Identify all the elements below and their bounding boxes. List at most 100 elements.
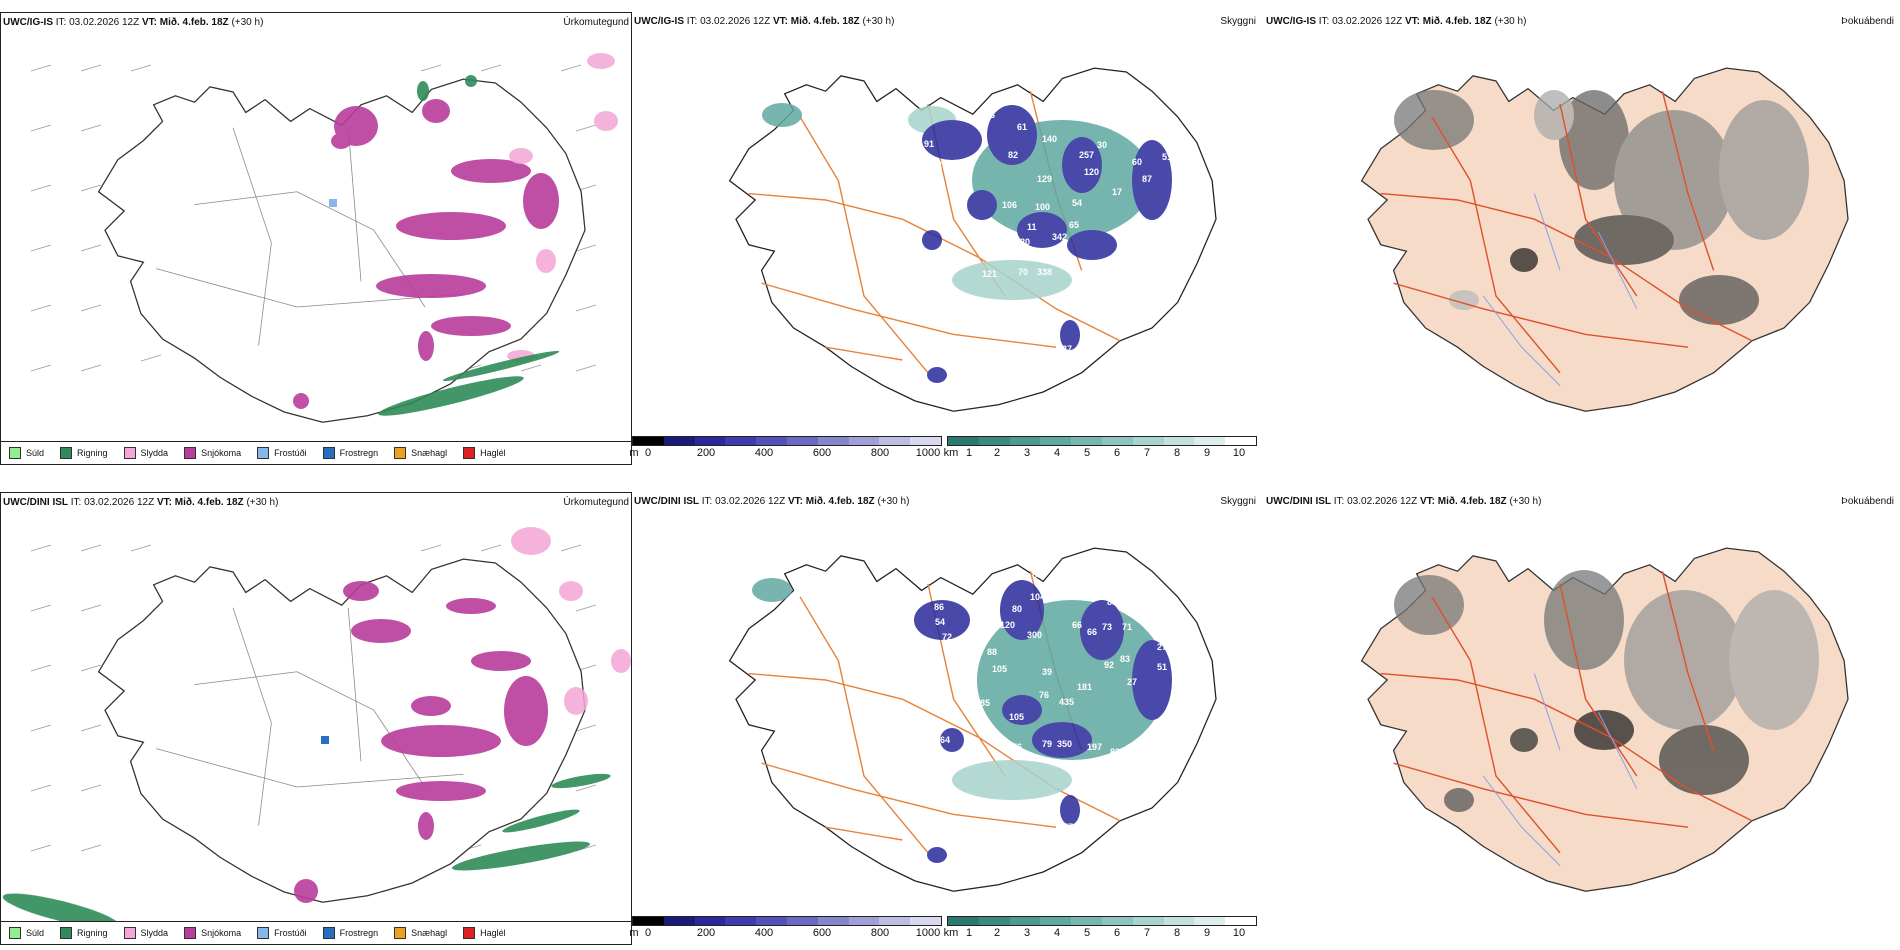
vis-label: 62 (932, 160, 942, 170)
height-colorbar: m 0 200 400 600 800 1000 (629, 436, 942, 460)
precip-map (30, 53, 618, 423)
vis-label: 103 (980, 110, 995, 120)
vis-label: 37 (1062, 344, 1072, 354)
vis-label: 80 (1012, 604, 1022, 614)
visibility-reduced-areas (752, 578, 1172, 863)
sleet-areas (511, 527, 631, 715)
vis-label: 342 (1052, 232, 1067, 242)
vis-label: 150 (1087, 304, 1102, 314)
visibility-panel-bottom: UWC/DINI ISL IT: 03.02.2026 12Z VT: Mið.… (629, 492, 1323, 945)
height-colorbar: m 0 200 400 600 800 1000 (629, 916, 942, 940)
vis-label: 64 (940, 735, 950, 745)
legend-item: Frostúði (257, 447, 307, 459)
vis-label: 105 (992, 664, 1007, 674)
visibility-map: 103 61 140 96 91 62 230 82 257 30 60 120… (728, 67, 1217, 412)
snow-areas (294, 581, 548, 903)
vis-label: 51 (1157, 662, 1167, 672)
vis-label: 145 (1172, 192, 1187, 202)
vis-label: 285 (975, 698, 990, 708)
vis-label: 230 (950, 162, 965, 172)
vis-label: 103 (935, 249, 950, 259)
vis-label: 88 (987, 647, 997, 657)
vis-label: 70 (1018, 267, 1028, 277)
vis-label: 86 (934, 602, 944, 612)
vis-label: 120 (1084, 167, 1099, 177)
vis-label: 27 (1157, 642, 1167, 652)
precip-map (2, 527, 631, 921)
vis-label: 79 (1042, 739, 1052, 749)
visibility-value-labels: 68 122 83 104 86 54 66 80 120 72 300 66 … (930, 570, 1167, 884)
visibility-value-labels: 103 61 140 96 91 62 230 82 257 30 60 120… (924, 102, 1190, 404)
vis-label: 120 (1000, 620, 1015, 630)
vis-label: 350 (1057, 739, 1072, 749)
fog-shading (1394, 90, 1809, 325)
vis-label: 60 (1132, 157, 1142, 167)
visibility-map: 68 122 83 104 86 54 66 80 120 72 300 66 … (728, 547, 1217, 892)
rain-areas (2, 773, 611, 921)
legend-item: Súld (9, 447, 44, 459)
panel-type-label: Skyggni (1220, 16, 1256, 27)
legend-item: Frostúði (257, 927, 307, 939)
vis-label: 54 (930, 394, 940, 404)
vis-label: 91 (924, 139, 934, 149)
vis-label: 27 (1127, 677, 1137, 687)
legend-item: Frostregn (322, 447, 378, 459)
vis-label: 122 (1082, 270, 1097, 280)
vis-label: 86 (1152, 252, 1162, 262)
precip-legend: Súld Rigning Slydda Snjókoma Frostúði Fr… (1, 441, 631, 464)
visibility-reduced-areas (762, 103, 1172, 383)
legend-item: Snjókoma (184, 447, 241, 459)
visibility-colorbar: km 1 2 3 4 5 6 7 8 9 10 (944, 436, 1257, 460)
vis-label: 338 (1037, 267, 1052, 277)
vis-label: 66 (1072, 620, 1082, 630)
legend-item: Súld (9, 927, 44, 939)
vis-label: 18 (1077, 767, 1087, 777)
vis-label: 83 (1120, 654, 1130, 664)
vis-label: 57 (1063, 822, 1073, 832)
fog-map (1360, 67, 1849, 412)
panel-type-label: Skyggni (1220, 496, 1256, 507)
vis-label: 66 (1087, 627, 1097, 637)
visibility-colorbar: km 1 2 3 4 5 6 7 8 9 10 (944, 916, 1257, 940)
panel-header: UWC/IG-IS IT: 03.02.2026 12Z VT: Mið. 4.… (1266, 16, 1527, 27)
legend-item: Haglél (463, 927, 506, 939)
precip-panel-top: UWC/IG-IS IT: 03.02.2026 12Z VT: Mið. 4.… (0, 12, 632, 465)
vis-label: 72 (942, 632, 952, 642)
legend-item: Rigning (60, 927, 108, 939)
panel-type-label: Þokuábendi (1841, 496, 1894, 507)
vis-label: 26 (978, 232, 988, 242)
rain-areas (378, 75, 560, 416)
fog-map (1360, 547, 1849, 892)
vis-label: 257 (1079, 150, 1094, 160)
legend-item: Rigning (60, 447, 108, 459)
vis-label: 83 (1110, 747, 1120, 757)
vis-label: 82 (1008, 150, 1018, 160)
vis-label: 104 (1030, 592, 1045, 602)
vis-label: 106 (1002, 200, 1017, 210)
legend-item: Slydda (123, 447, 168, 459)
vis-label: 176 (1007, 742, 1022, 752)
vis-label: 54 (935, 617, 945, 627)
vis-label: 87 (1142, 174, 1152, 184)
vis-label: 26 (1180, 212, 1190, 222)
vis-label: 68 (1032, 570, 1042, 580)
panel-type-label: Úrkomutegund (563, 497, 629, 508)
vis-label: 39 (1042, 667, 1052, 677)
vis-label: 146 (1152, 228, 1167, 238)
vis-label: 300 (1027, 630, 1042, 640)
vis-label: 84 (1102, 282, 1112, 292)
vis-label: 129 (1037, 174, 1052, 184)
vis-label: 140 (1042, 134, 1057, 144)
vis-label: 54 (1072, 198, 1082, 208)
legend-item: Slydda (123, 927, 168, 939)
vis-label: 17 (1112, 187, 1122, 197)
vis-label: 80 (1020, 237, 1030, 247)
vis-label: 83 (1107, 597, 1117, 607)
panel-header: UWC/DINI ISL IT: 03.02.2026 12Z VT: Mið.… (634, 496, 910, 507)
snow-areas (293, 99, 559, 409)
panel-header: UWC/DINI ISL IT: 03.02.2026 12Z VT: Mið.… (3, 497, 279, 508)
precip-panel-bottom: UWC/DINI ISL IT: 03.02.2026 12Z VT: Mið.… (0, 492, 632, 945)
legend-item: Snæhagl (394, 927, 447, 939)
vis-label: 15 (1172, 162, 1182, 172)
vis-label: 61 (1017, 122, 1027, 132)
